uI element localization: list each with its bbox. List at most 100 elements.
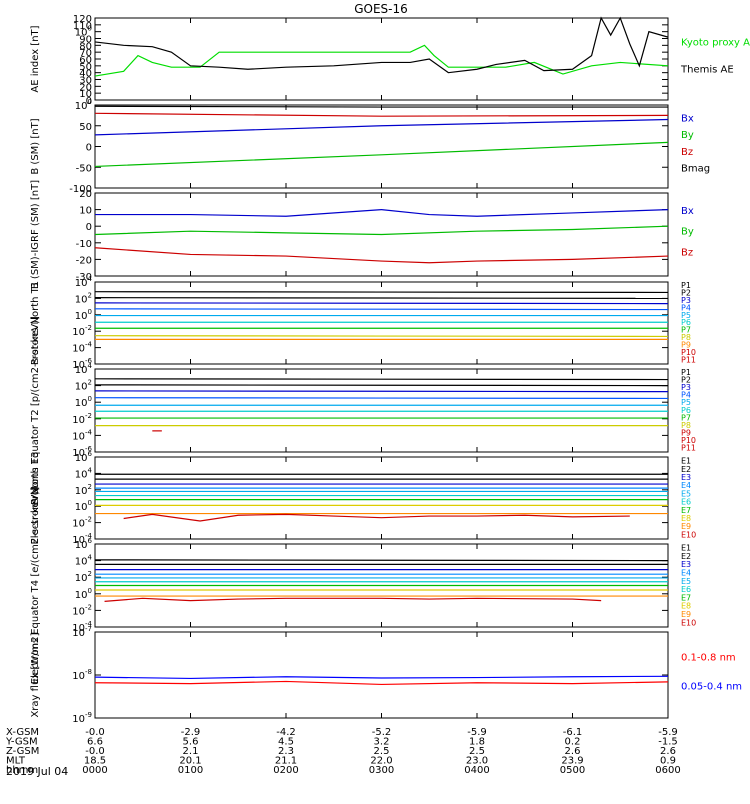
legend-entry: P10 [681, 436, 696, 445]
y-tick-label: 102 [75, 291, 92, 305]
ephemeris-value: 22.0 [370, 756, 392, 767]
series-line-p4 [94, 397, 669, 400]
legend-entry: Kyoto proxy AE [681, 37, 750, 48]
y-axis-label: B (SM) [nT] [30, 118, 41, 174]
legend-entry: E7 [681, 593, 691, 602]
ephemeris-label: X-GSM [6, 727, 39, 738]
y-tick-label: 0 [86, 222, 92, 233]
series-line-p3 [94, 302, 669, 305]
date-label: 2019 Jul 04 [6, 765, 68, 778]
ephemeris-value: 23.9 [561, 756, 583, 767]
legend-entry: E10 [681, 530, 696, 539]
y-tick-label: 10-2 [72, 603, 92, 617]
legend-entry: P6 [681, 318, 691, 327]
ephemeris-value: -1.5 [658, 737, 678, 748]
series-line-bz [94, 247, 669, 264]
ephemeris-value: 1.8 [469, 737, 485, 748]
legend-entry: P10 [681, 348, 696, 357]
y-tick-label: -30 [76, 272, 92, 283]
series-line-e10 [123, 513, 630, 522]
y-tick-label: 50 [79, 62, 92, 73]
y-tick-label: -100 [69, 184, 92, 195]
legend-entry: 0.1-0.8 nm [681, 653, 736, 664]
legend-entry: E5 [681, 577, 691, 586]
y-tick-label: 80 [79, 41, 92, 52]
series-line-p1 [94, 291, 669, 294]
y-tick-label: 10-2 [72, 412, 92, 426]
y-tick-label: -10 [76, 239, 92, 250]
legend-entry: P8 [681, 333, 691, 342]
y-tick-label: 10-7 [72, 625, 92, 639]
y-axis-label: Electrons Equator T4 [e/(cm2-s-sr-keV)] [30, 487, 41, 684]
ephemeris-value: -4.2 [276, 727, 296, 738]
legend-entry: P8 [681, 421, 691, 430]
series-line-p4 [94, 308, 669, 311]
series-line-by [94, 225, 669, 236]
y-tick-label: 102 [75, 379, 92, 393]
ephemeris-value: 21.1 [275, 756, 297, 767]
y-tick-label: 100 [75, 98, 92, 112]
legend-entry: E10 [681, 618, 696, 627]
y-tick-label: 50 [79, 122, 92, 133]
legend-entry: P7 [681, 326, 691, 335]
panel-frame [94, 631, 669, 719]
y-tick-label: 102 [75, 483, 92, 497]
y-tick-label: -20 [76, 255, 92, 266]
ephemeris-value: 0400 [464, 765, 489, 776]
ephemeris-value: 0000 [82, 765, 107, 776]
y-axis-label: Xray flux [W/m2] [30, 632, 41, 717]
ephemeris-value: 2.5 [469, 746, 485, 757]
y-tick-label: 0 [86, 96, 92, 107]
y-tick-label: 106 [75, 450, 93, 464]
series-line-bz [94, 112, 669, 117]
legend-entry: E7 [681, 506, 691, 515]
y-tick-label: 70 [79, 48, 92, 59]
y-tick-label: 60 [79, 55, 92, 66]
ephemeris-value: -0.0 [85, 727, 105, 738]
panel-8: 10-9 10-8 10-7 Xray flux [W/m2] 0.1-0.8 nm 0.… [30, 625, 742, 725]
y-tick-label: 10-2 [72, 324, 92, 338]
ephemeris-value: 2.5 [374, 746, 390, 757]
ephemeris-value: -5.2 [372, 727, 392, 738]
legend-entry: P3 [681, 383, 691, 392]
y-axis-label: Protons North T1 [30, 281, 41, 365]
y-tick-label: 10 [79, 89, 92, 100]
legend-entry: E6 [681, 498, 691, 507]
panel-frame [94, 368, 669, 453]
y-tick-label: 102 [75, 570, 92, 584]
series-line-e1 [94, 559, 669, 562]
ephemeris-value: -6.1 [563, 727, 583, 738]
y-tick-label: 10-9 [72, 711, 92, 725]
y-tick-label: 100 [75, 587, 92, 601]
legend-entry: E8 [681, 602, 691, 611]
y-tick-label: 110 [73, 21, 92, 32]
legend-entry: P5 [681, 311, 691, 320]
ephemeris-value: 6.6 [87, 737, 103, 748]
legend-entry: E2 [681, 552, 691, 561]
legend-entry: E6 [681, 585, 691, 594]
legend-entry: By [681, 130, 694, 141]
y-tick-label: 90 [79, 35, 92, 46]
legend-entry: E2 [681, 465, 691, 474]
ephemeris-value: -5.9 [658, 727, 678, 738]
y-tick-label: 20 [79, 189, 92, 200]
ephemeris-value: 0300 [369, 765, 394, 776]
y-tick-label: -50 [76, 163, 92, 174]
legend-entry: P7 [681, 413, 691, 422]
y-tick-label: 10-8 [72, 668, 92, 682]
legend-entry: P5 [681, 398, 691, 407]
ephemeris-value: 4.5 [278, 737, 294, 748]
series-line-p8 [94, 335, 669, 338]
y-tick-label: 10 [79, 206, 92, 217]
legend-entry: Bz [681, 247, 693, 258]
legend-entry: E9 [681, 522, 691, 531]
series-line-themis-ae [94, 16, 669, 74]
legend-entry: Bx [681, 206, 694, 217]
y-tick-label: 10-2 [72, 516, 92, 530]
